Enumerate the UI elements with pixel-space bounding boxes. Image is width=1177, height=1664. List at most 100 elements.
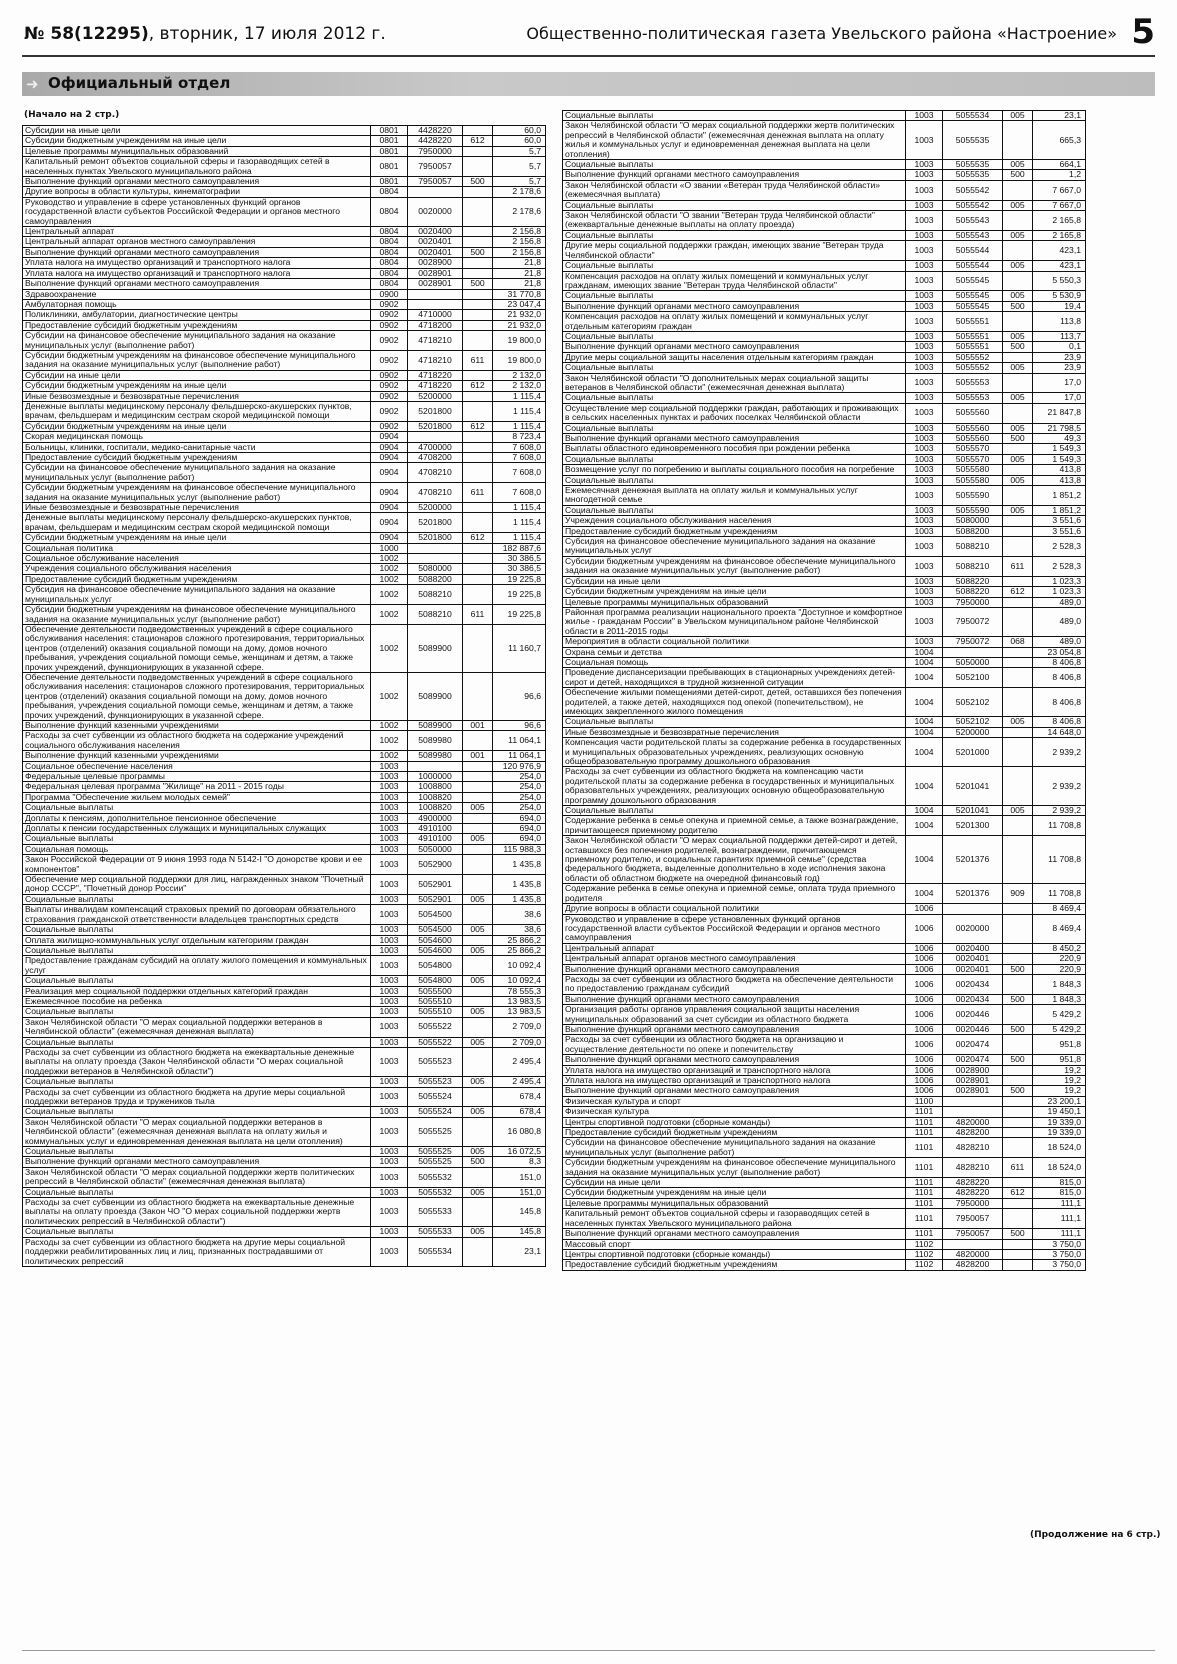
row-target-code: 5055542 bbox=[942, 179, 1003, 201]
row-target-code: 0028900 bbox=[942, 1064, 1003, 1077]
row-name: Закон Челябинской области "О мерах социа… bbox=[22, 1016, 371, 1038]
table-row: Уплата налога на имущество организаций и… bbox=[22, 267, 546, 280]
row-section-code: 1002 bbox=[370, 750, 408, 762]
row-section-code: 1101 bbox=[905, 1228, 943, 1240]
row-expense-type: 005 bbox=[462, 975, 493, 987]
row-name: Центральный аппарат органов местного сам… bbox=[22, 236, 371, 248]
row-section-code: 1003 bbox=[370, 770, 408, 783]
row-name: Выполнение функций органами местного сам… bbox=[562, 341, 906, 353]
row-target-code: 0028901 bbox=[407, 278, 463, 290]
table-row: Субсидии на финансовое обеспечение муниц… bbox=[562, 1137, 1086, 1159]
row-name: Амбулаторная помощь bbox=[22, 298, 371, 311]
row-target-code: 5089900 bbox=[407, 623, 463, 673]
row-amount: 951,8 bbox=[1032, 1034, 1086, 1056]
row-target-code: 5088200 bbox=[942, 525, 1003, 538]
row-section-code: 1004 bbox=[905, 726, 943, 739]
row-section-code: 1003 bbox=[370, 975, 408, 987]
row-amount: 2 709,0 bbox=[492, 1036, 546, 1048]
row-section-code: 0804 bbox=[370, 226, 408, 238]
table-row: Субсидии бюджетным учреждениям на финанс… bbox=[562, 555, 1086, 577]
table-row: Закон Челябинской области "О мерах социа… bbox=[562, 835, 1086, 885]
row-amount: 2 709,0 bbox=[492, 1016, 546, 1038]
row-amount: 13 983,5 bbox=[492, 1006, 546, 1018]
row-amount: 1 115,4 bbox=[492, 512, 546, 534]
row-name: Предоставление субсидий бюджетным учрежд… bbox=[562, 1127, 906, 1139]
table-row: Субсидии бюджетным учреждениям на финанс… bbox=[22, 482, 546, 504]
row-amount: 25 866,2 bbox=[492, 934, 546, 946]
row-name: Социальное обслуживание населения bbox=[22, 553, 371, 565]
row-section-code: 1003 bbox=[370, 1226, 408, 1238]
row-expense-type bbox=[462, 288, 493, 300]
section-banner: ➜ Официальный отдел bbox=[22, 72, 1155, 96]
row-section-code: 1003 bbox=[905, 240, 943, 262]
row-target-code: 5055551 bbox=[942, 330, 1003, 343]
row-target-code: 5080000 bbox=[407, 563, 463, 575]
row-amount: 19 339,0 bbox=[1032, 1127, 1086, 1139]
table-row: Социальные выплаты 1003 5055533 005 145,8 bbox=[22, 1226, 546, 1238]
row-amount: 111,1 bbox=[1032, 1228, 1086, 1240]
row-name: Расходы за счет субвенции из областного … bbox=[22, 1086, 371, 1108]
row-expense-type: 005 bbox=[462, 893, 493, 906]
table-row: Выполнение функций органами местного сам… bbox=[562, 1085, 1086, 1097]
row-target-code: 5054800 bbox=[407, 955, 463, 977]
row-section-code: 0904 bbox=[370, 482, 408, 504]
row-section-code: 1003 bbox=[370, 893, 408, 906]
row-section-code: 0801 bbox=[370, 156, 408, 178]
row-expense-type: 611 bbox=[462, 482, 493, 504]
row-name: Выполнение функций органами местного сам… bbox=[562, 963, 906, 975]
row-expense-type: 001 bbox=[462, 750, 493, 762]
row-expense-type bbox=[462, 1166, 493, 1188]
row-amount: 13 983,5 bbox=[492, 995, 546, 1008]
row-amount: 1 115,4 bbox=[492, 502, 546, 514]
row-amount: 3 551,6 bbox=[1032, 515, 1086, 527]
row-target-code: 5201800 bbox=[407, 532, 463, 544]
row-name: Закон Челябинской области "О мерах социа… bbox=[22, 1116, 371, 1148]
table-row: Выполнение функций органами местного сам… bbox=[562, 432, 1086, 445]
row-expense-type bbox=[462, 512, 493, 534]
row-name: Субсидии бюджетным учреждениям на иные ц… bbox=[22, 532, 371, 544]
table-row: Выполнение функций органами местного сам… bbox=[562, 993, 1086, 1006]
row-expense-type bbox=[1002, 667, 1033, 689]
row-amount: 21,8 bbox=[492, 267, 546, 280]
table-row: Центральный аппарат 1006 0020400 8 450,2 bbox=[562, 942, 1086, 955]
row-amount: 30 386,5 bbox=[492, 553, 546, 565]
row-amount: 7 667,0 bbox=[1032, 179, 1086, 201]
row-target-code: 4718210 bbox=[407, 349, 463, 371]
row-name: Компенсация расходов на оплату жилых пом… bbox=[562, 311, 906, 332]
row-section-code: 0804 bbox=[370, 196, 408, 228]
row-expense-type bbox=[462, 730, 493, 752]
row-name: Выполнение функций органами местного сам… bbox=[22, 1156, 371, 1168]
row-section-code: 1003 bbox=[370, 874, 408, 895]
table-row: Расходы за счет субвенции из областного … bbox=[562, 973, 1086, 995]
row-target-code: 5055590 bbox=[942, 485, 1003, 506]
row-amount: 21 847,8 bbox=[1032, 402, 1086, 424]
row-expense-type bbox=[1002, 973, 1033, 995]
row-section-code: 0902 bbox=[370, 380, 408, 392]
row-target-code: 4718220 bbox=[407, 369, 463, 382]
table-row: Руководство и управление в сфере установ… bbox=[22, 196, 546, 228]
row-section-code: 0804 bbox=[370, 236, 408, 248]
row-expense-type: 611 bbox=[462, 604, 493, 625]
row-amount: 151,0 bbox=[492, 1166, 546, 1188]
row-section-code: 0904 bbox=[370, 462, 408, 484]
row-target-code: 5054800 bbox=[407, 975, 463, 987]
row-expense-type: 500 bbox=[1002, 169, 1033, 181]
row-name: Предоставление субсидий бюджетным учрежд… bbox=[562, 1259, 906, 1271]
row-amount: 23 200,1 bbox=[1032, 1095, 1086, 1108]
row-name: Учреждения социального обслуживания насе… bbox=[22, 563, 371, 575]
row-section-code: 0804 bbox=[370, 257, 408, 269]
row-target-code: 4910100 bbox=[407, 823, 463, 835]
row-name: Предоставление гражданам субсидий на опл… bbox=[22, 955, 371, 977]
row-section-code: 1003 bbox=[905, 341, 943, 353]
row-section-code: 1003 bbox=[905, 586, 943, 598]
row-name: Обеспечение деятельности подведомственны… bbox=[22, 623, 371, 673]
arrow-right-icon: ➜ bbox=[26, 75, 39, 93]
row-section-code: 0902 bbox=[370, 390, 408, 402]
table-row: Предоставление субсидий бюджетным учрежд… bbox=[562, 1127, 1086, 1139]
table-row: Охрана семьи и детства 1004 23 054,8 bbox=[562, 646, 1086, 658]
row-expense-type: 005 bbox=[1002, 453, 1033, 466]
table-row: Учреждения социального обслуживания насе… bbox=[562, 515, 1086, 527]
row-name: Расходы за счет субвенции из областного … bbox=[562, 766, 906, 807]
table-row: Субсидии на иные цели 0902 4718220 2 132,0 bbox=[22, 369, 546, 382]
row-target-code: 5055553 bbox=[942, 372, 1003, 394]
